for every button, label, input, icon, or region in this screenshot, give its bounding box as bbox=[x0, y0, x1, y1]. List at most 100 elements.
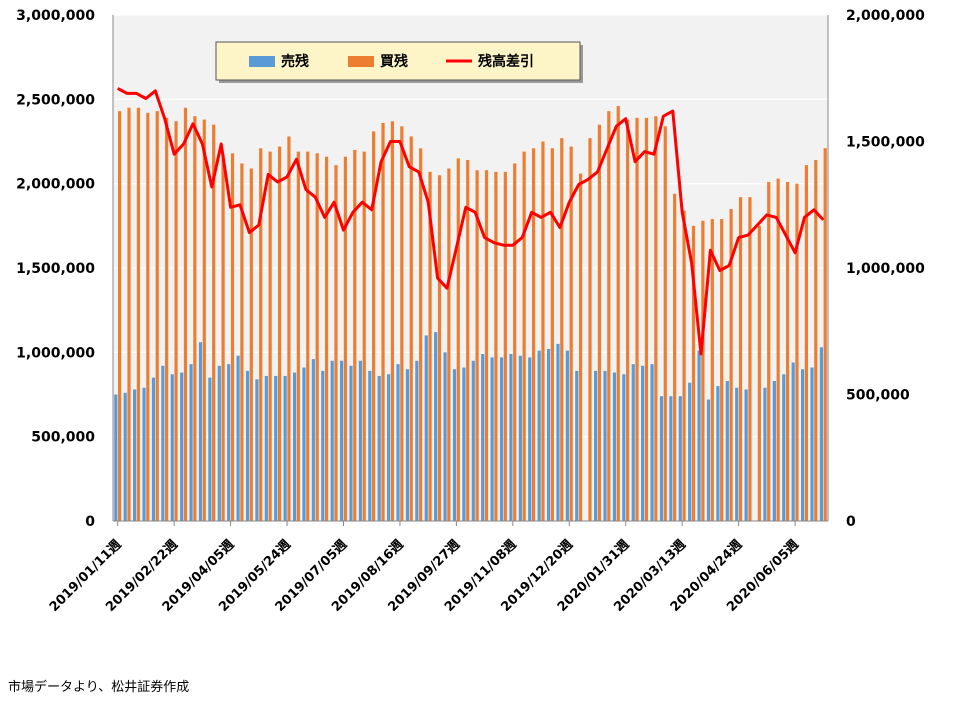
sell-bar bbox=[819, 347, 823, 521]
sell-bar bbox=[509, 354, 513, 521]
legend-label-buy: 買残 bbox=[380, 53, 408, 70]
sell-bar bbox=[556, 343, 560, 521]
sell-bar bbox=[800, 369, 805, 521]
sell-bar bbox=[810, 367, 814, 521]
sell-bar bbox=[339, 360, 344, 521]
buy-bar bbox=[240, 163, 244, 521]
buy-bar bbox=[136, 107, 141, 522]
sell-bar bbox=[142, 387, 146, 521]
sell-bar bbox=[321, 370, 325, 521]
y-tick-label-left: 2,000,000 bbox=[16, 177, 95, 193]
x-axis-ticks: 2019/01/11週2019/02/22週2019/04/05週2019/05… bbox=[47, 521, 802, 615]
sell-bar bbox=[198, 342, 203, 521]
buy-bar bbox=[306, 151, 310, 521]
buy-bar bbox=[767, 181, 771, 522]
sell-bar bbox=[518, 355, 522, 521]
buy-bar bbox=[146, 112, 150, 522]
buy-bar bbox=[560, 138, 564, 522]
buy-bar bbox=[588, 138, 592, 522]
buy-bar bbox=[578, 173, 583, 521]
sell-bar bbox=[180, 372, 184, 521]
y-tick-label-left: 3,000,000 bbox=[16, 8, 95, 24]
sell-bar bbox=[565, 350, 569, 521]
sell-bar bbox=[725, 381, 729, 521]
y-tick-label-left: 1,000,000 bbox=[16, 345, 95, 361]
sell-bar bbox=[330, 360, 334, 521]
sell-bar bbox=[631, 364, 635, 521]
buy-bar bbox=[635, 117, 639, 522]
sell-bar bbox=[236, 355, 240, 521]
buy-bar bbox=[550, 148, 554, 521]
buy-bar bbox=[315, 153, 319, 521]
buy-bar bbox=[296, 151, 300, 521]
diff-line bbox=[116, 87, 825, 356]
sell-bar bbox=[283, 375, 287, 521]
sell-bar bbox=[349, 365, 353, 521]
buy-bar bbox=[607, 111, 611, 521]
sell-bar bbox=[170, 374, 174, 521]
sell-bar bbox=[123, 392, 127, 521]
buy-bar bbox=[174, 121, 178, 521]
buy-bar bbox=[531, 148, 536, 521]
buy-bar bbox=[409, 136, 413, 521]
buy-bar bbox=[334, 165, 338, 521]
sell-bar bbox=[659, 396, 664, 521]
buy-bar bbox=[390, 121, 395, 521]
sell-bar bbox=[772, 381, 776, 521]
sell-bar bbox=[706, 399, 711, 521]
buy-bar bbox=[757, 225, 761, 522]
sell-bar bbox=[678, 396, 682, 521]
legend: 売残 買残 残高差引 bbox=[215, 41, 583, 83]
sell-bar bbox=[546, 348, 551, 521]
y-tick-label-right: 2,000,000 bbox=[846, 8, 925, 24]
buy-bar bbox=[353, 149, 357, 521]
buy-bar bbox=[456, 158, 460, 521]
buy-bar bbox=[277, 146, 282, 521]
buy-bar bbox=[513, 163, 517, 521]
sell-bar bbox=[471, 360, 475, 521]
buy-bar bbox=[419, 148, 423, 521]
buy-bar bbox=[663, 126, 667, 521]
sell-bar bbox=[424, 335, 428, 521]
buy-bar bbox=[503, 171, 507, 522]
buy-bar bbox=[729, 208, 733, 521]
buy-bar bbox=[230, 153, 235, 521]
sell-bar bbox=[217, 365, 221, 521]
sell-bar bbox=[264, 375, 268, 521]
buy-bar bbox=[654, 116, 658, 521]
sell-bar bbox=[575, 370, 579, 521]
buy-bar bbox=[437, 175, 442, 521]
buy-bar bbox=[776, 178, 780, 521]
legend-label-diff: 残高差引 bbox=[478, 53, 534, 70]
sell-bar bbox=[302, 367, 306, 521]
sell-bar bbox=[791, 362, 795, 521]
buy-bar bbox=[362, 151, 366, 521]
sell-bar bbox=[594, 370, 598, 521]
axes bbox=[112, 15, 829, 522]
sell-bar bbox=[311, 359, 315, 521]
sell-bar bbox=[208, 377, 212, 521]
buy-bar bbox=[785, 181, 790, 522]
buy-bar bbox=[682, 210, 686, 522]
buy-bar bbox=[804, 165, 808, 521]
source-note: 市場データより、松井証券作成 bbox=[8, 680, 190, 695]
sell-bar bbox=[782, 374, 786, 521]
buy-bar bbox=[644, 117, 649, 522]
legend-box bbox=[215, 41, 581, 81]
buy-bar bbox=[466, 160, 470, 521]
buy-bar bbox=[400, 126, 404, 521]
sell-bar bbox=[735, 387, 739, 521]
buy-bar bbox=[155, 111, 159, 521]
sell-bar bbox=[537, 350, 541, 521]
buy-bar bbox=[814, 160, 818, 521]
buy-bar bbox=[691, 225, 696, 522]
buy-bar bbox=[202, 119, 206, 521]
buy-bar bbox=[324, 156, 329, 521]
buy-bar bbox=[823, 148, 827, 521]
sell-bar bbox=[292, 372, 297, 521]
chart-svg: 0 500,000 1,000,000 1,500,000 2,000,000 2,500… bbox=[16, 8, 925, 615]
sell-bar bbox=[443, 352, 447, 521]
sell-bar bbox=[641, 365, 645, 521]
y-tick-label-left: 1,500,000 bbox=[16, 261, 95, 277]
buy-bar bbox=[343, 156, 347, 521]
